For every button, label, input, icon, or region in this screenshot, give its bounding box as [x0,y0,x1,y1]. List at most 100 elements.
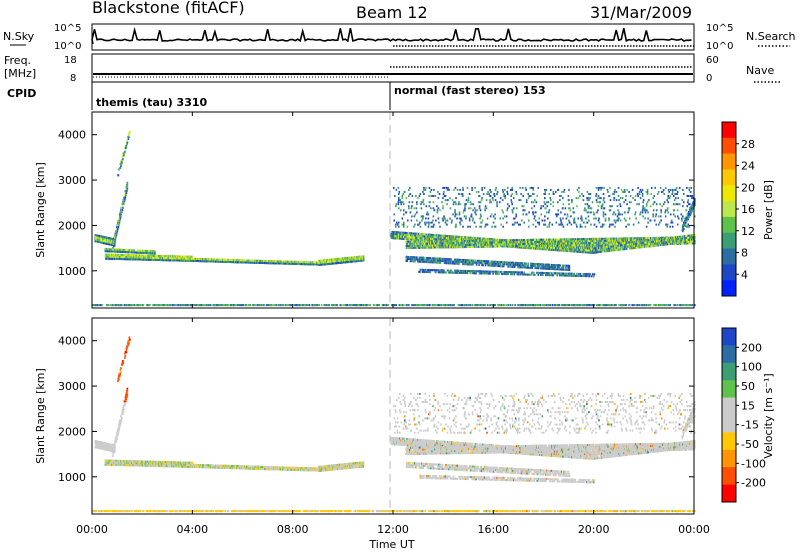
range-cell [558,304,561,307]
range-cell [401,231,403,234]
range-cell [328,304,330,307]
range-cell [349,304,351,307]
range-cell [518,304,521,307]
range-cell [566,247,568,250]
range-cell [242,304,245,307]
range-cell [117,174,120,177]
range-cell [118,168,120,171]
range-cell [618,304,620,307]
range-cell [394,304,396,307]
range-cell [334,304,337,307]
range-cell [412,232,414,235]
range-cell [503,304,505,307]
range-cell [290,304,292,307]
range-cell [582,251,585,254]
range-cell [158,304,161,307]
range-cell [114,238,117,241]
range-cell [400,233,402,236]
range-cell [559,247,561,250]
range-cell [506,245,508,248]
range-cell [446,246,448,249]
range-cell [270,262,273,265]
range-cell [465,304,468,307]
range-cell [526,247,528,249]
range-cell [286,304,289,307]
range-cell [163,259,166,262]
range-cell [233,304,236,307]
range-cell [407,240,410,243]
range-cell [570,246,573,249]
range-cell [461,238,463,241]
range-cell [453,304,455,307]
range-cell [457,246,460,249]
range-cell [284,304,287,307]
range-cell [472,239,474,242]
range-cell [222,260,224,263]
range-cell [556,304,558,307]
range-cell [332,304,334,307]
range-cell [193,304,195,307]
range-cell [613,304,615,307]
range-cell [458,246,461,249]
range-cell [264,262,266,265]
range-cell [115,236,117,239]
range-cell [554,304,557,307]
range-cell [423,304,425,307]
range-cell [602,239,604,242]
range-cell [470,246,472,248]
range-cell [495,241,498,244]
range-cell [129,130,131,133]
range-cell [462,244,465,246]
range-cell [483,245,485,248]
range-cell [419,239,421,242]
range-cell [543,248,546,251]
range-cell [570,304,572,307]
range-cell [95,304,97,307]
range-cell [465,246,467,248]
range-cell [419,304,421,307]
range-cell [464,238,466,241]
range-cell [395,235,397,238]
range-cell [126,139,129,142]
range-cell [420,304,423,307]
range-cell [239,261,241,264]
range-cell [424,233,426,236]
range-cell [572,238,574,241]
range-cell [528,247,530,250]
range-cell [144,258,146,261]
range-cell [387,304,390,307]
range-cell [232,259,234,262]
range-cell [178,304,181,307]
nsky-strip: N.Sky 10^5 10^0 10^5 10^0 N.Search [3,23,796,52]
range-cell [391,304,393,307]
range-cell [334,260,337,263]
cpid-label: CPID [7,87,36,100]
range-cell [406,304,409,307]
range-cell [390,237,393,239]
range-cell [459,244,462,247]
range-cell [585,247,588,250]
range-cell [182,304,184,307]
range-cell [442,234,444,237]
range-cell [407,236,409,239]
range-cell [149,254,152,257]
range-cell [688,304,691,307]
range-cell [263,304,265,307]
range-cell [589,249,592,252]
range-cell [278,260,280,263]
range-cell [541,304,544,307]
range-cell [546,304,548,307]
range-cell [505,304,507,307]
range-cell [434,240,437,243]
range-cell [352,258,355,261]
range-cell [147,304,149,307]
range-cell [565,245,568,248]
range-cell [195,258,198,260]
nsky-tick-low: 10^0 [54,41,81,52]
range-cell [637,304,639,307]
range-cell [486,304,489,307]
range-cell [480,243,482,246]
range-cell [174,304,176,307]
range-cell [540,248,543,250]
range-cell [372,304,375,307]
